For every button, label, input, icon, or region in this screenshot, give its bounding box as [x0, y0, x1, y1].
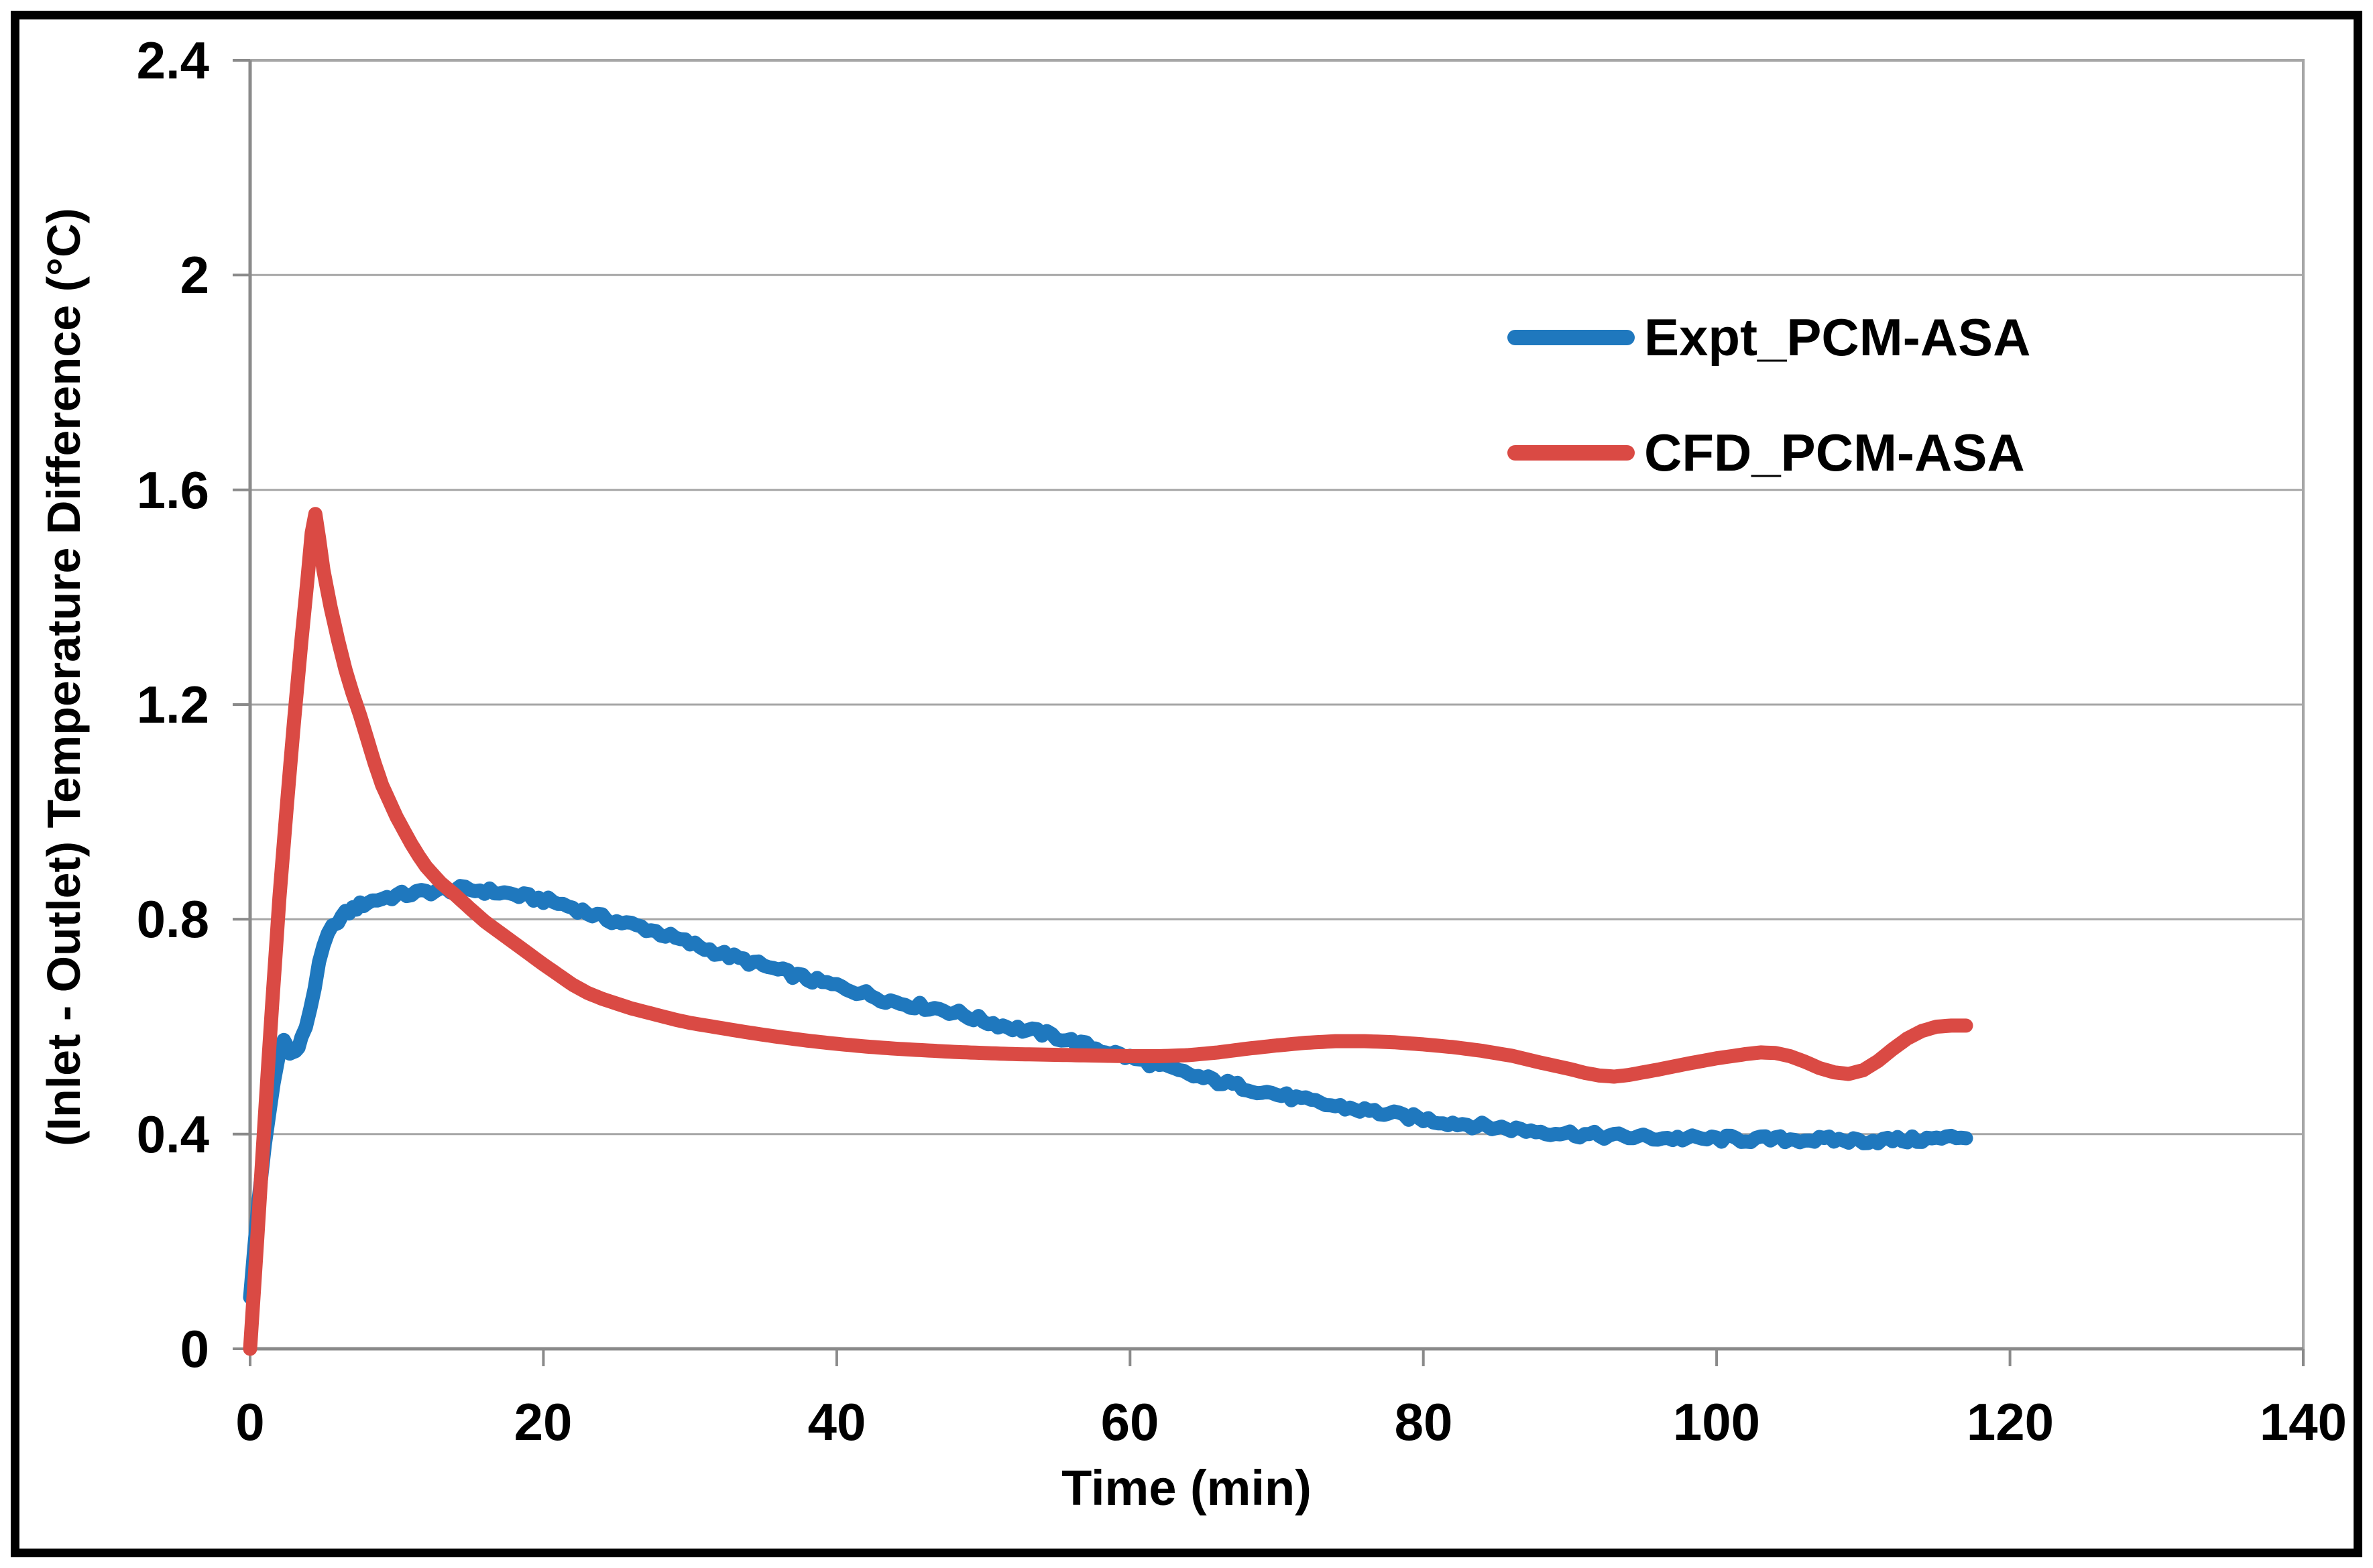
x-tick-label: 40 — [807, 1392, 866, 1451]
legend-item-cfd: CFD_PCM-ASA — [1507, 414, 2030, 491]
y-tick-label: 1.2 — [136, 675, 209, 734]
y-tick-label: 0.8 — [136, 890, 209, 949]
series-cfd-line — [243, 507, 1973, 1356]
x-tick-label: 100 — [1672, 1392, 1761, 1451]
legend-swatch-cfd — [1507, 444, 1635, 461]
x-tick-label: 120 — [1966, 1392, 2054, 1451]
y-tick-label: 0.4 — [136, 1105, 209, 1164]
x-tick-label: 60 — [1100, 1392, 1159, 1451]
y-axis-title: (Inlet - Outlet) Temperature Difference … — [38, 208, 90, 1146]
legend-label-expt: Expt_PCM-ASA — [1644, 308, 2031, 367]
y-tick-label: 2.4 — [136, 31, 209, 90]
y-tick-label: 2 — [180, 245, 209, 304]
x-tick-label: 80 — [1394, 1392, 1453, 1451]
legend-item-expt: Expt_PCM-ASA — [1507, 299, 2030, 375]
y-tick-label: 0 — [180, 1319, 209, 1378]
x-tick-label: 140 — [2259, 1392, 2348, 1451]
legend: Expt_PCM-ASA CFD_PCM-ASA — [1507, 299, 2030, 491]
y-tick-label: 1.6 — [136, 461, 209, 520]
legend-label-cfd: CFD_PCM-ASA — [1644, 423, 2025, 482]
x-tick-label: 20 — [514, 1392, 573, 1451]
x-axis-title: Time (min) — [1061, 1460, 1312, 1516]
series-expt-line — [243, 879, 1973, 1305]
legend-swatch-expt — [1507, 329, 1635, 345]
x-tick-label: 0 — [235, 1392, 265, 1451]
